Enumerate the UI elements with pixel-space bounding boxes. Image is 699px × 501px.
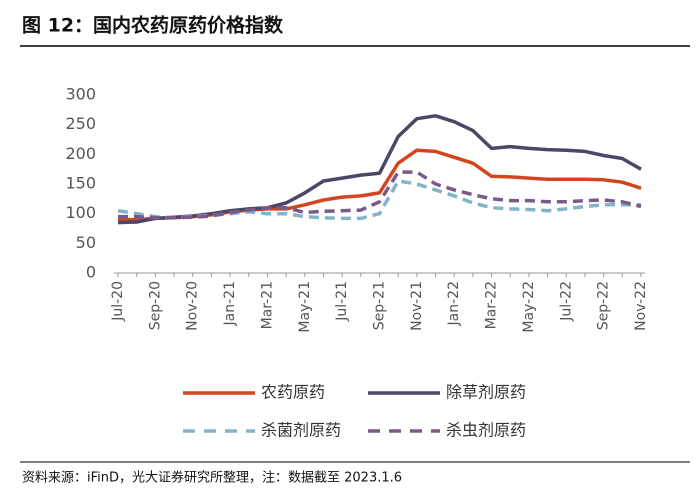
series-line	[117, 179, 641, 221]
x-tick-label: Jul-20	[110, 281, 126, 322]
source-note: 资料来源：iFinD，光大证券研究所整理，注：数据截至 2023.1.6	[22, 470, 402, 486]
y-tick-label: 300	[65, 85, 96, 104]
y-tick-label: 50	[76, 233, 96, 252]
legend-label: 农药原药	[261, 383, 325, 402]
y-tick-label: 150	[65, 174, 96, 193]
y-tick-label: 250	[65, 114, 96, 133]
x-tick-label: Jan-22	[446, 281, 462, 326]
y-tick-label: 0	[86, 263, 96, 282]
x-tick-label: Nov-22	[633, 281, 649, 331]
x-tick-label: Nov-21	[409, 281, 425, 331]
chart-title: 图 12：国内农药原药价格指数	[22, 14, 284, 37]
x-tick-label: May-21	[297, 281, 313, 333]
x-tick-label: Sep-22	[596, 281, 612, 330]
x-tick-label: Nov-20	[185, 281, 201, 331]
series-line	[117, 114, 642, 225]
y-tick-label: 200	[65, 144, 96, 163]
x-tick-label: Jul-21	[334, 281, 350, 322]
x-tick-label: May-22	[521, 281, 537, 333]
legend-label: 杀虫剂原药	[446, 421, 526, 440]
y-tick-label: 100	[65, 203, 96, 222]
x-tick-label: Sep-21	[372, 281, 388, 330]
x-tick-label: Mar-21	[259, 281, 275, 329]
x-tick-label: Jul-22	[558, 281, 574, 322]
series-line	[118, 170, 642, 220]
x-tick-label: Jan-21	[222, 281, 238, 326]
x-tick-label: Sep-20	[147, 281, 163, 330]
legend-label: 杀菌剂原药	[261, 421, 341, 440]
legend-label: 除草剂原药	[446, 383, 526, 402]
x-tick-label: Mar-22	[484, 281, 500, 329]
